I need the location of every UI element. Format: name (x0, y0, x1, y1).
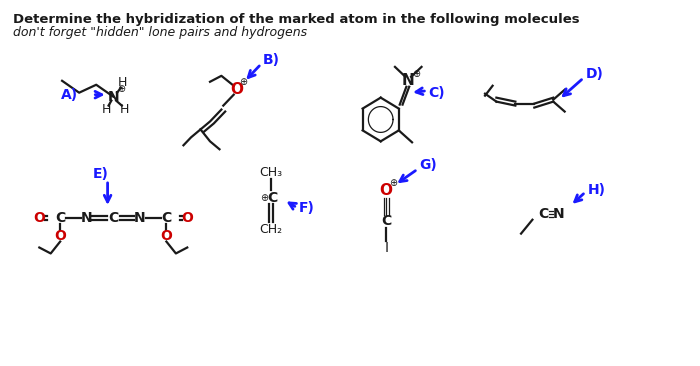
Text: CH₂: CH₂ (259, 223, 282, 236)
Text: C: C (267, 191, 278, 205)
Text: O: O (181, 211, 193, 225)
Text: ⊕: ⊕ (389, 178, 397, 188)
Text: don't forget "hidden" lone pairs and hydrogens: don't forget "hidden" lone pairs and hyd… (13, 26, 307, 39)
Text: I: I (384, 240, 388, 254)
Text: N: N (108, 90, 119, 104)
Text: O: O (54, 229, 66, 243)
Text: O: O (379, 183, 392, 198)
Text: A): A) (61, 88, 78, 102)
Text: C: C (55, 211, 65, 225)
Text: C: C (382, 214, 391, 228)
Text: C: C (108, 211, 118, 225)
Text: N: N (553, 207, 565, 221)
Text: D): D) (585, 67, 603, 81)
Text: C): C) (428, 86, 444, 100)
Text: ⊕: ⊕ (412, 69, 420, 79)
Text: N: N (134, 211, 146, 225)
Text: O: O (160, 229, 172, 243)
Text: H): H) (587, 183, 606, 197)
Text: O: O (230, 82, 243, 97)
Text: ⊕: ⊕ (260, 193, 268, 203)
Text: B): B) (263, 53, 280, 67)
Text: C: C (161, 211, 172, 225)
Text: ⊕: ⊕ (117, 84, 125, 94)
Text: Determine the hybridization of the marked atom in the following molecules: Determine the hybridization of the marke… (13, 13, 580, 26)
Text: C: C (539, 207, 549, 221)
Text: G): G) (419, 158, 438, 172)
Text: E): E) (92, 167, 108, 181)
Text: ⊕: ⊕ (239, 77, 247, 87)
Text: N: N (81, 211, 92, 225)
Text: O: O (34, 211, 46, 225)
Text: N: N (402, 73, 414, 88)
Text: F): F) (299, 201, 315, 215)
Text: H: H (102, 103, 111, 116)
Text: H: H (120, 103, 130, 116)
Text: CH₃: CH₃ (259, 165, 282, 179)
Text: H: H (118, 76, 127, 89)
